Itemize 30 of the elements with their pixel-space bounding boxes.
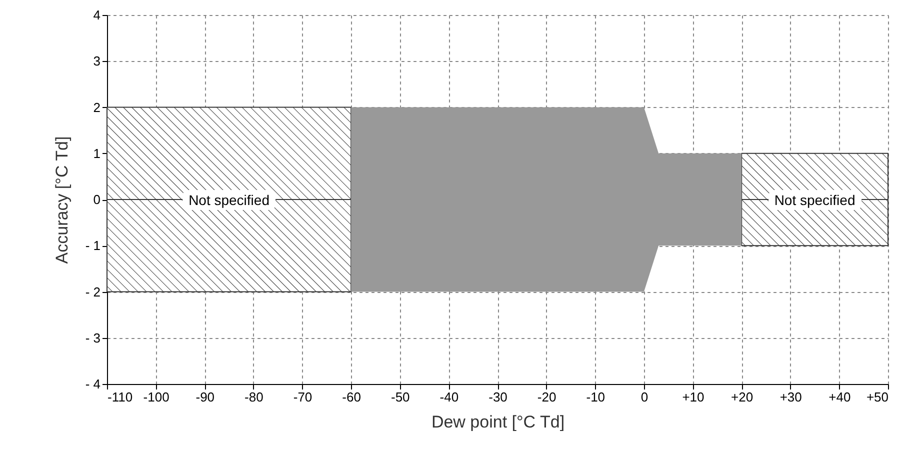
y-tick-label: - 1 <box>85 238 100 254</box>
x-tick-label: -20 <box>537 390 556 404</box>
x-tick-label: +30 <box>780 390 802 404</box>
x-tick-label: -10 <box>586 390 606 404</box>
y-tick-label: 0 <box>93 192 100 207</box>
x-tick-label: -60 <box>342 390 361 404</box>
x-tick-label: +10 <box>682 390 704 404</box>
y-tick-label: - 2 <box>85 284 100 300</box>
annotation: Not specified <box>182 190 276 210</box>
annotation: Not specified <box>768 190 862 210</box>
x-tick-label: -110 <box>108 390 133 404</box>
y-tick-label: 3 <box>93 54 100 69</box>
x-tick-label: -80 <box>244 390 264 404</box>
y-tick-label: - 3 <box>85 330 100 346</box>
x-tick-label: +20 <box>731 390 754 404</box>
x-tick-label: -90 <box>196 390 215 404</box>
x-axis-title: Dew point [°C Td] <box>431 412 565 432</box>
y-tick-label: - 4 <box>85 376 100 392</box>
y-tick-label: 1 <box>93 146 100 161</box>
y-tick-label: 4 <box>93 8 100 22</box>
x-tick-label: -30 <box>488 390 508 404</box>
x-tick-label: +50 <box>866 390 888 404</box>
y-axis-title: Accuracy [°C Td] <box>52 136 72 264</box>
x-tick-label: -70 <box>293 390 312 404</box>
x-tick-label: -40 <box>440 390 459 404</box>
x-tick-label: -50 <box>390 390 410 404</box>
x-tick-label: -100 <box>143 390 170 404</box>
x-tick-label: +40 <box>828 390 851 404</box>
y-tick-label: 2 <box>93 100 100 115</box>
x-tick-label: 0 <box>640 390 648 404</box>
